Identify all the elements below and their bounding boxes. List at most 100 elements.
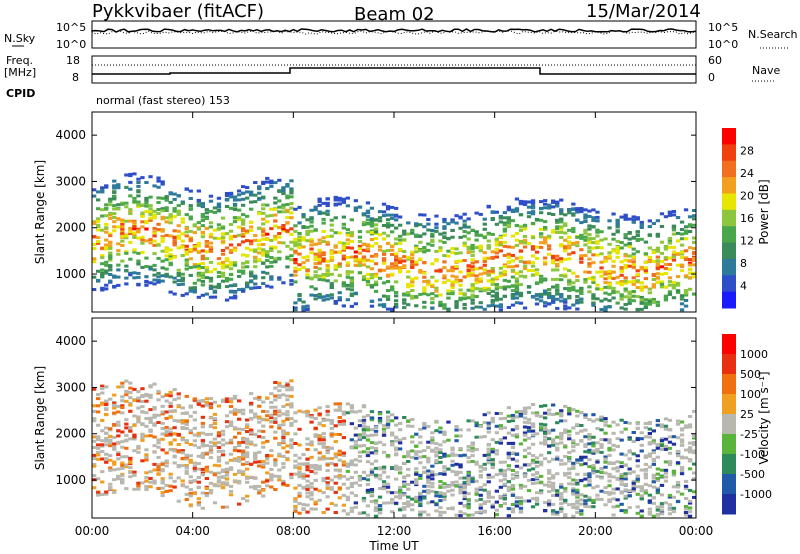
velocity-cell: [603, 465, 608, 469]
power-cell: [591, 293, 596, 297]
velocity-cell: [599, 415, 604, 419]
power-cell: [470, 272, 475, 276]
velocity-cell: [442, 498, 447, 502]
velocity-cell: [341, 419, 346, 423]
power-cell: [365, 214, 371, 218]
power-cell: [273, 201, 278, 205]
velocity-cell: [277, 443, 282, 447]
velocity-cell: [241, 438, 246, 441]
velocity-cell: [100, 419, 105, 422]
velocity-cell: [317, 406, 322, 410]
velocity-cell: [325, 409, 330, 413]
velocity-cell: [96, 397, 101, 401]
power-cell: [490, 250, 495, 254]
velocity-cell: [615, 487, 620, 491]
power-cell: [482, 217, 487, 221]
velocity-cell: [418, 498, 423, 502]
velocity-cell: [241, 427, 246, 431]
power-cell: [265, 176, 270, 180]
velocity-cell: [212, 400, 218, 404]
power-cell: [583, 270, 588, 274]
power-cell: [349, 284, 354, 288]
velocity-cell: [136, 487, 141, 491]
power-cell: [196, 200, 201, 204]
power-cell: [422, 225, 427, 229]
velocity-cell: [357, 444, 363, 448]
power-cell: [683, 258, 689, 261]
velocity-cell: [317, 421, 322, 425]
velocity-cell: [245, 467, 250, 471]
power-cell: [317, 292, 322, 296]
power-cell: [486, 273, 491, 277]
power-cell: [317, 258, 322, 262]
velocity-cell: [639, 431, 644, 435]
velocity-cell: [478, 435, 483, 439]
velocity-cell: [643, 489, 648, 493]
velocity-cell: [394, 446, 399, 450]
power-cell: [522, 275, 528, 279]
velocity-cell: [124, 439, 129, 443]
velocity-cell: [583, 443, 588, 447]
power-cell: [377, 276, 383, 280]
power-cell: [361, 255, 367, 259]
power-cell: [152, 278, 157, 282]
velocity-cell: [599, 476, 604, 480]
power-cell: [261, 261, 266, 265]
power-cell: [196, 244, 201, 248]
power-cell: [486, 239, 491, 243]
velocity-cell: [575, 495, 580, 499]
power-cell: [683, 289, 689, 292]
velocity-cell: [128, 381, 133, 385]
power-cell: [543, 277, 548, 281]
velocity-cell: [281, 465, 286, 469]
velocity-cell: [450, 483, 455, 487]
velocity-cell: [402, 480, 407, 484]
power-cell: [478, 301, 483, 305]
power-cell: [530, 201, 536, 205]
velocity-cell: [184, 464, 189, 467]
power-cell: [619, 246, 624, 250]
power-cell: [567, 208, 572, 211]
power-cell: [253, 265, 258, 269]
power-cell: [526, 290, 532, 294]
power-cell: [317, 210, 322, 214]
power-cell: [261, 251, 266, 254]
power-cell: [136, 262, 141, 266]
velocity-cell: [647, 484, 652, 488]
velocity-cell: [394, 453, 399, 457]
power-cell: [442, 225, 447, 229]
velocity-cell: [188, 454, 193, 458]
power-cell: [687, 287, 693, 291]
velocity-cell: [120, 440, 125, 444]
velocity-cell: [261, 400, 266, 404]
power-cell: [422, 248, 427, 252]
power-cell: [160, 239, 165, 243]
power-cell: [506, 221, 511, 224]
power-cell: [293, 261, 298, 265]
power-cell: [603, 285, 608, 289]
power-cell: [647, 233, 652, 237]
power-cell: [498, 274, 503, 278]
velocity-cell: [381, 443, 387, 447]
velocity-cell: [587, 498, 592, 502]
velocity-cell: [341, 436, 346, 440]
power-cell: [313, 205, 318, 209]
velocity-cell: [526, 418, 532, 421]
velocity-cell: [571, 514, 576, 518]
power-cell: [583, 213, 588, 217]
power-cell: [627, 292, 632, 296]
velocity-cell: [418, 491, 423, 495]
velocity-cell: [438, 460, 443, 464]
power-cell: [651, 283, 656, 287]
velocity-cell: [534, 496, 540, 500]
velocity-cell: [232, 396, 238, 400]
velocity-cell: [490, 495, 495, 499]
power-cell: [406, 291, 411, 294]
velocity-cell: [92, 464, 97, 468]
velocity-cell: [595, 441, 600, 445]
power-colorbar-tick: 16: [740, 212, 754, 225]
power-cell: [365, 277, 371, 281]
power-cell: [305, 269, 310, 272]
velocity-cell: [341, 493, 346, 497]
freq-tick-bottom: 8: [72, 71, 79, 84]
